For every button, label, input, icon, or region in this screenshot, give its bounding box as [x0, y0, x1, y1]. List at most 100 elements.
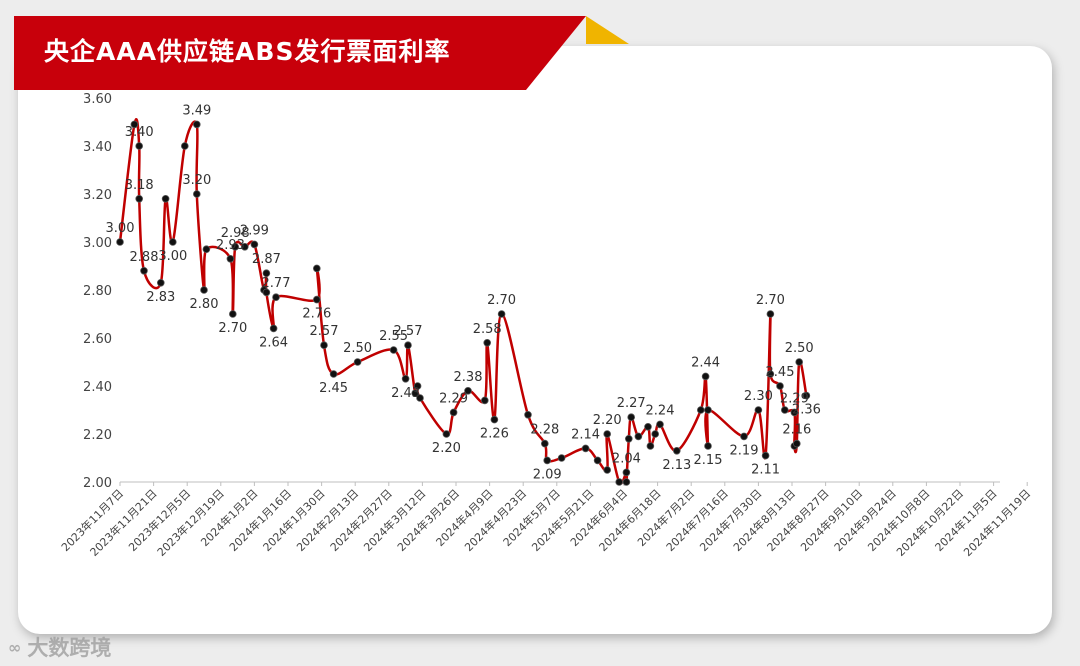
data-point	[776, 382, 784, 390]
data-point	[226, 254, 235, 263]
data-point	[464, 386, 472, 395]
data-point	[202, 245, 211, 254]
data-label: 2.64	[259, 335, 288, 350]
banner-fill	[14, 16, 586, 90]
data-point	[480, 396, 489, 405]
data-point	[157, 278, 165, 287]
data-label: 2.58	[473, 322, 502, 337]
data-point	[651, 430, 659, 438]
data-label: 2.29	[439, 391, 468, 406]
data-point	[802, 391, 811, 400]
data-label: 2.16	[782, 423, 811, 438]
data-label: 2.30	[744, 389, 773, 404]
watermark: ∞ 大数跨境	[8, 632, 111, 662]
data-point	[701, 372, 710, 381]
data-label: 3.20	[182, 173, 211, 188]
data-label: 2.24	[646, 403, 675, 418]
data-point	[320, 341, 328, 350]
x-tick-label: 2024年4月9日	[433, 486, 496, 549]
data-label: 2.87	[252, 252, 281, 267]
data-point	[135, 142, 144, 150]
data-point	[312, 264, 321, 273]
x-tick-label: 2024年7月2日	[634, 486, 697, 549]
banner-shape	[14, 16, 629, 90]
data-label: 2.43	[391, 386, 420, 401]
data-label: 2.20	[593, 413, 622, 428]
data-point	[193, 120, 201, 129]
data-point	[272, 293, 280, 302]
data-point	[229, 310, 237, 318]
title-banner	[14, 14, 629, 90]
data-point	[603, 466, 611, 474]
data-point	[524, 410, 532, 419]
data-label: 2.45	[766, 365, 795, 380]
data-label: 2.57	[310, 324, 339, 339]
data-point	[404, 341, 412, 350]
data-point	[262, 288, 271, 297]
data-label: 2.55	[379, 329, 408, 344]
data-label: 2.70	[756, 293, 785, 308]
data-label: 2.98	[221, 226, 250, 241]
data-label: 2.29	[780, 391, 809, 406]
data-label: 2.28	[530, 423, 559, 438]
data-point	[193, 190, 201, 198]
data-point	[603, 430, 611, 438]
data-label: 2.44	[691, 355, 720, 370]
data-point	[200, 286, 208, 294]
data-point	[696, 406, 705, 414]
data-label: 2.09	[533, 467, 562, 482]
data-label: 2.26	[480, 427, 509, 442]
data-point	[792, 439, 801, 448]
data-point	[413, 382, 422, 390]
data-label: 2.27	[617, 396, 646, 411]
data-point	[449, 408, 458, 417]
data-point	[672, 446, 681, 455]
data-point	[780, 406, 789, 414]
data-point	[622, 478, 631, 486]
data-label: 2.38	[454, 370, 483, 385]
data-label: 2.99	[240, 223, 269, 238]
data-label: 3.18	[125, 178, 154, 193]
data-point	[269, 324, 278, 333]
data-label: 2.57	[394, 324, 423, 339]
data-point	[483, 338, 492, 347]
data-label: 2.45	[319, 381, 348, 396]
data-label: 2.77	[262, 276, 291, 291]
data-point	[754, 406, 763, 414]
data-point	[646, 442, 655, 450]
data-point	[140, 266, 148, 275]
y-tick-label: 3.40	[83, 140, 112, 155]
data-point	[130, 120, 139, 129]
data-label: 2.93	[216, 238, 245, 253]
data-point	[634, 432, 643, 441]
y-tick-label: 2.80	[83, 284, 112, 299]
banner-accent	[586, 16, 629, 44]
data-point	[761, 451, 770, 460]
data-label: 2.88	[130, 250, 159, 265]
data-label: 3.40	[125, 125, 154, 140]
data-point	[740, 432, 748, 441]
y-tick-label: 3.20	[83, 188, 112, 203]
data-point	[262, 269, 271, 278]
data-point	[416, 394, 424, 402]
data-point	[241, 243, 249, 251]
data-point	[795, 358, 803, 366]
data-point	[656, 420, 664, 429]
data-label: 2.11	[751, 463, 780, 478]
data-point	[401, 374, 410, 383]
data-label: 2.80	[190, 297, 219, 312]
data-point	[169, 238, 177, 246]
data-point	[704, 406, 712, 414]
data-point	[790, 408, 799, 417]
x-tick-label: 2024年6月4日	[567, 486, 630, 549]
data-point	[540, 439, 549, 448]
data-label: 3.00	[158, 249, 187, 264]
data-point	[557, 454, 566, 462]
data-point	[329, 370, 338, 378]
data-point	[627, 413, 635, 422]
data-label: 2.04	[612, 451, 641, 466]
data-label: 2.36	[792, 403, 821, 418]
series-line	[118, 118, 808, 485]
data-label: 3.49	[182, 103, 211, 118]
